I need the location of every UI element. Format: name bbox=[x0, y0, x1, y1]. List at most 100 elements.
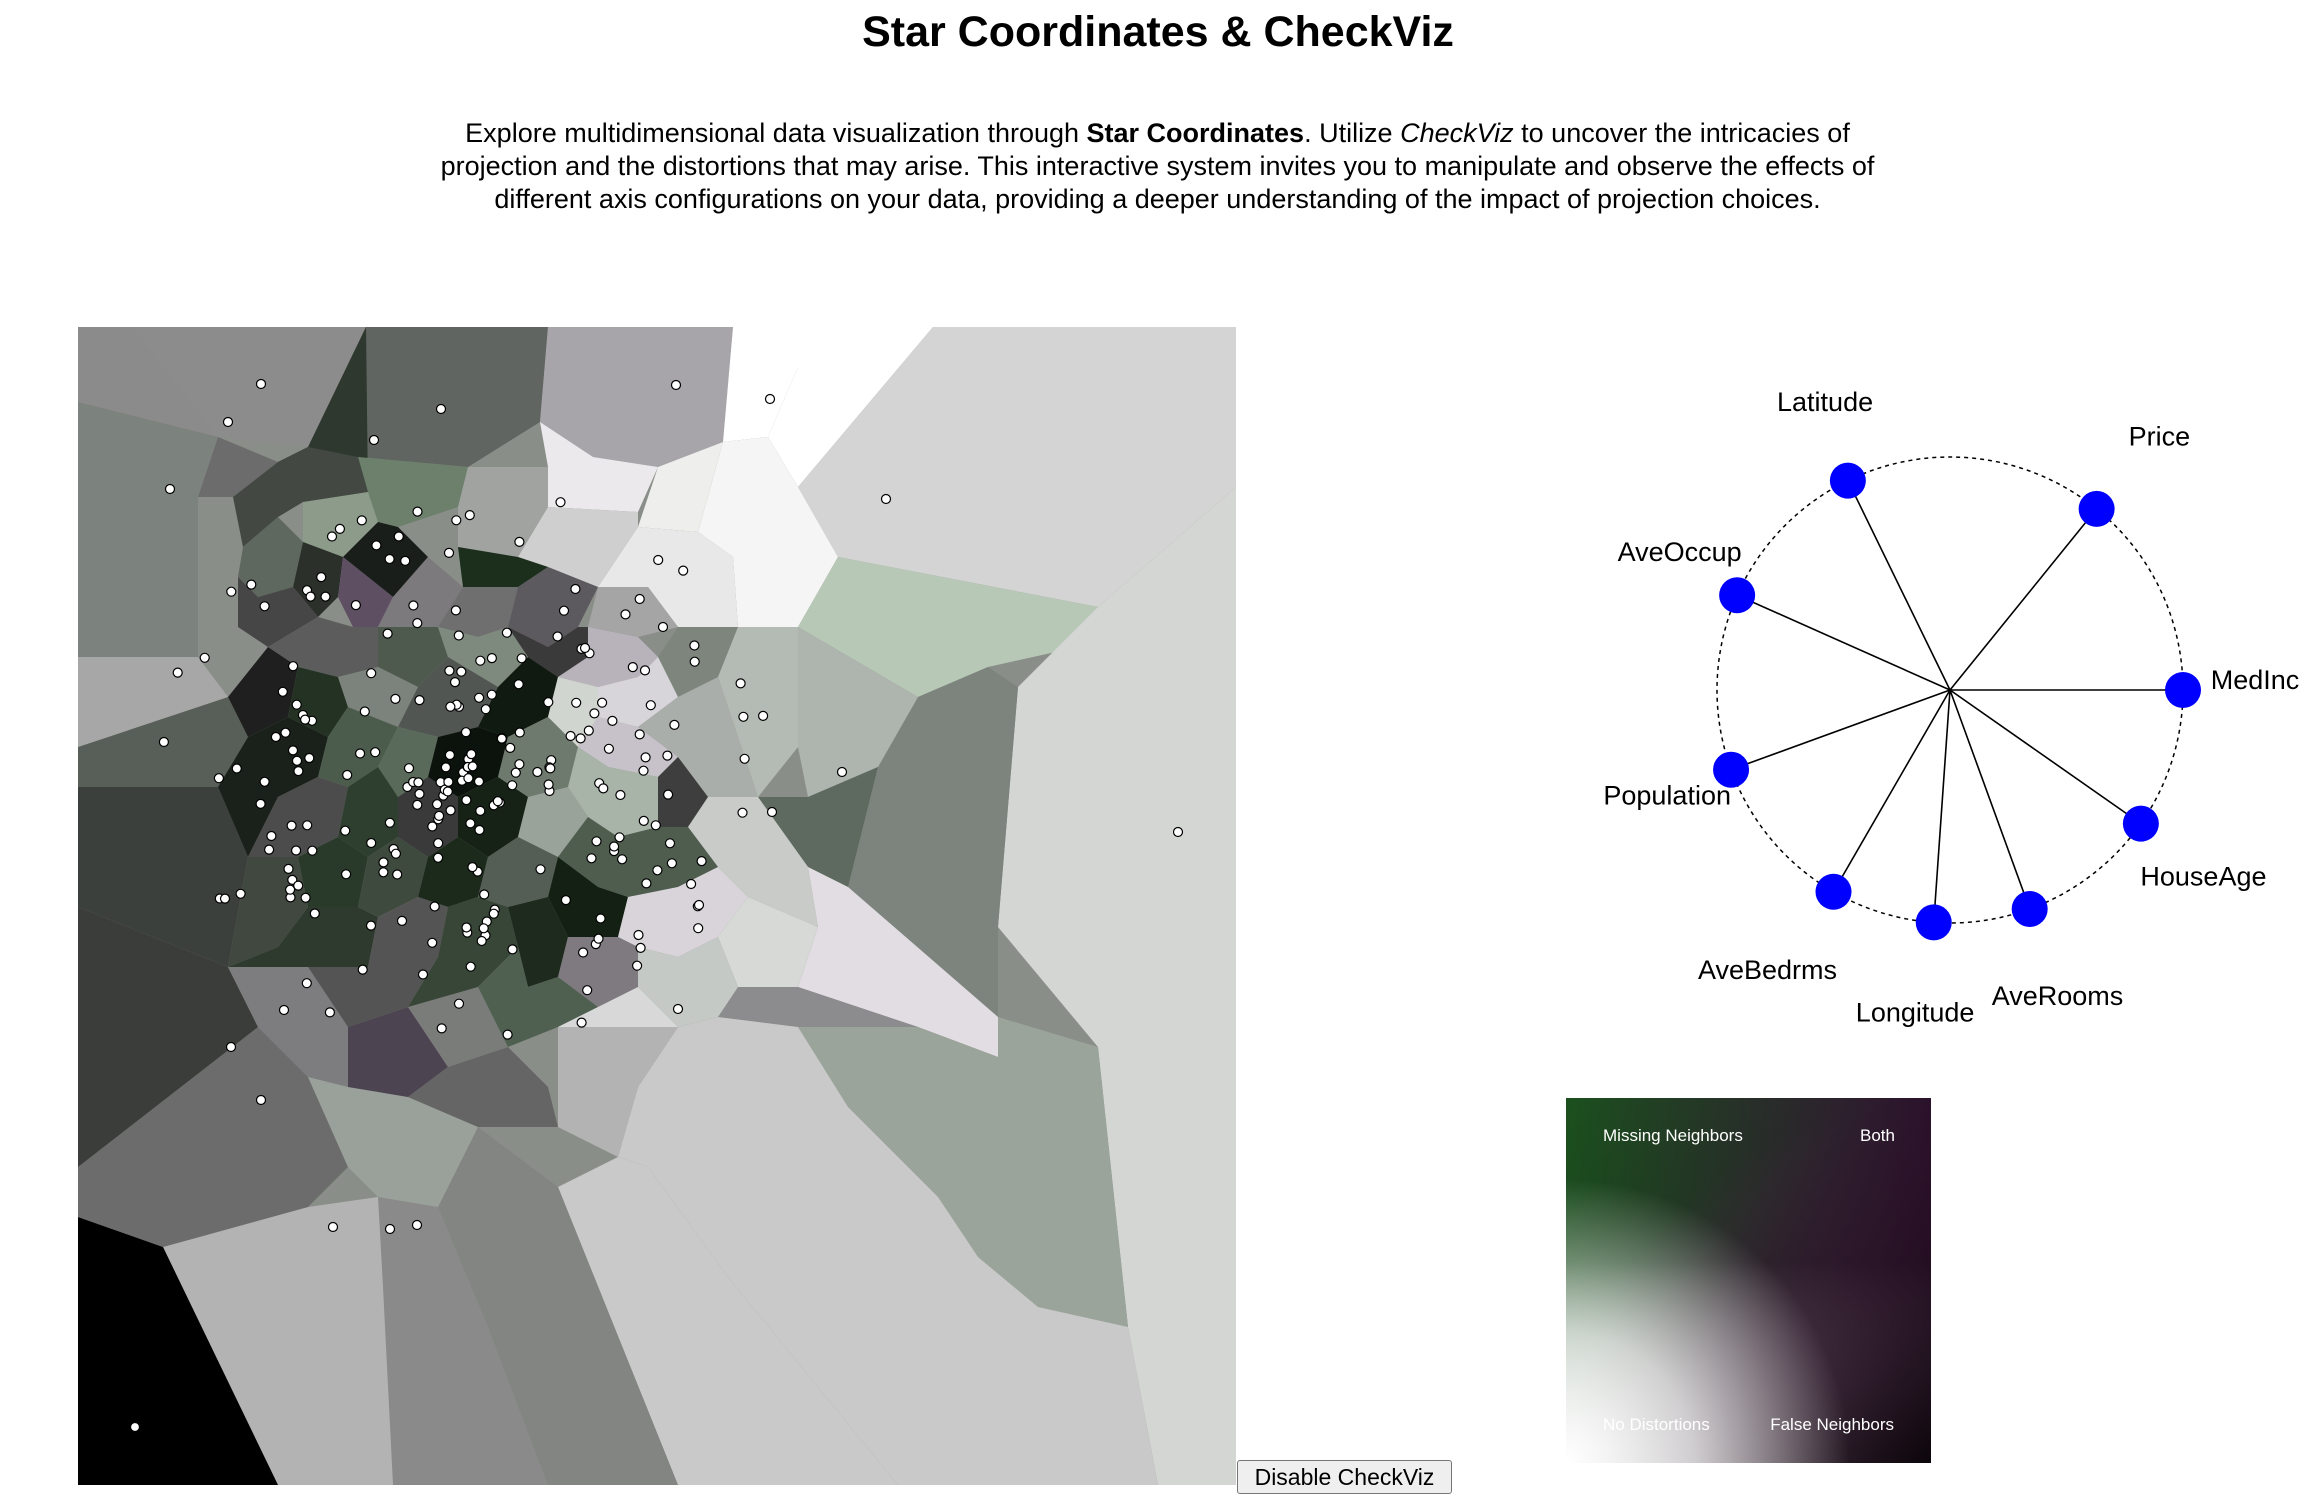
data-point bbox=[739, 753, 750, 764]
data-point bbox=[591, 836, 602, 847]
data-point bbox=[461, 922, 472, 933]
axis-label-medinc: MedInc bbox=[2211, 665, 2300, 695]
data-point bbox=[461, 795, 472, 806]
voronoi-cell bbox=[638, 442, 723, 532]
legend-label-missing-neighbors: Missing Neighbors bbox=[1603, 1126, 1743, 1145]
legend-label-no-distortions: No Distortions bbox=[1603, 1415, 1710, 1434]
data-point bbox=[356, 515, 367, 526]
data-point bbox=[633, 929, 644, 941]
data-point bbox=[443, 547, 455, 558]
data-point bbox=[473, 776, 485, 787]
data-point bbox=[445, 701, 456, 712]
star-coordinates-panel[interactable]: Latitude Price AveOccup MedInc Population Hou… bbox=[1560, 360, 2310, 1040]
voronoi-cell bbox=[228, 857, 308, 967]
data-point bbox=[365, 920, 377, 931]
axis-line-aveoccup bbox=[1736, 594, 1951, 691]
voronoi-cell bbox=[198, 437, 278, 497]
data-point bbox=[475, 805, 486, 816]
data-point bbox=[586, 853, 597, 864]
data-point bbox=[412, 799, 423, 810]
voronoi-cell bbox=[588, 587, 678, 637]
voronoi-canvas[interactable] bbox=[78, 327, 1236, 1485]
data-point bbox=[342, 769, 353, 781]
data-point bbox=[280, 727, 291, 738]
voronoi-cell bbox=[798, 557, 1098, 697]
axis-handle-price[interactable] bbox=[2078, 490, 2115, 527]
checkviz-voronoi-view[interactable] bbox=[78, 327, 1236, 1485]
data-point bbox=[467, 761, 478, 772]
data-point bbox=[576, 1017, 587, 1028]
data-point bbox=[277, 686, 288, 697]
data-point bbox=[305, 591, 316, 602]
data-point bbox=[737, 807, 748, 818]
voronoi-cell bbox=[133, 327, 366, 447]
voronoi-cell bbox=[618, 867, 748, 957]
data-point bbox=[382, 628, 393, 639]
data-point bbox=[465, 818, 476, 829]
voronoi-cell bbox=[723, 327, 798, 442]
axis-handle-population[interactable] bbox=[1713, 751, 1750, 788]
axis-handle-avebedrms[interactable] bbox=[1815, 873, 1852, 910]
data-point bbox=[432, 799, 443, 810]
data-point bbox=[366, 837, 377, 849]
voronoi-cell bbox=[540, 422, 658, 512]
data-point bbox=[460, 727, 472, 738]
data-point bbox=[412, 506, 423, 517]
data-point bbox=[465, 961, 476, 972]
data-point bbox=[453, 630, 464, 641]
voronoi-cell bbox=[798, 627, 918, 797]
data-point bbox=[620, 609, 631, 620]
voronoi-cell bbox=[478, 657, 558, 737]
axis-label-price: Price bbox=[2129, 422, 2191, 452]
axis-handle-medinc[interactable] bbox=[2165, 672, 2201, 708]
axis-label-aveoccup: AveOccup bbox=[1618, 537, 1742, 567]
data-point bbox=[411, 1219, 423, 1231]
data-point bbox=[222, 416, 234, 428]
data-point bbox=[641, 878, 652, 889]
data-point bbox=[635, 942, 646, 954]
voronoi-cell bbox=[78, 1027, 348, 1247]
axis-handles[interactable] bbox=[1713, 462, 2201, 941]
data-point bbox=[392, 869, 403, 880]
voronoi-cell bbox=[228, 647, 298, 737]
axis-line-houseage bbox=[1949, 689, 2142, 825]
voronoi-cell bbox=[558, 1157, 898, 1485]
data-point bbox=[286, 820, 297, 831]
axis-handle-houseage[interactable] bbox=[2122, 805, 2159, 842]
data-point bbox=[653, 554, 664, 566]
data-point bbox=[412, 618, 423, 629]
data-point bbox=[463, 773, 474, 784]
data-point bbox=[657, 621, 669, 633]
data-point bbox=[638, 815, 649, 826]
axis-handle-aveoccup[interactable] bbox=[1719, 577, 1756, 614]
axis-handle-latitude[interactable] bbox=[1829, 462, 1866, 499]
axis-lines bbox=[1730, 480, 2183, 923]
page-description: Explore multidimensional data visualizat… bbox=[425, 117, 1890, 216]
data-point bbox=[327, 1221, 339, 1233]
voronoi-cell bbox=[398, 657, 498, 737]
data-point bbox=[293, 766, 304, 777]
data-point bbox=[199, 652, 210, 663]
star-coordinates-canvas[interactable]: Latitude Price AveOccup MedInc Population Hou… bbox=[1560, 360, 2310, 1040]
axis-handle-longitude[interactable] bbox=[1915, 904, 1952, 941]
distortion-legend: Missing Neighbors Both No Distortions Fa… bbox=[1566, 1098, 1931, 1463]
data-point bbox=[451, 515, 462, 526]
data-point bbox=[445, 805, 456, 816]
data-point bbox=[639, 665, 651, 676]
data-point bbox=[443, 776, 454, 787]
voronoi-cell bbox=[998, 487, 1236, 1485]
voronoi-cell bbox=[718, 897, 818, 987]
disable-checkviz-button[interactable]: Disable CheckViz bbox=[1237, 1460, 1452, 1494]
voronoi-cell bbox=[228, 967, 348, 1167]
axis-label-houseage: HouseAge bbox=[2140, 862, 2266, 892]
data-point bbox=[129, 1421, 141, 1433]
data-point bbox=[689, 640, 700, 651]
data-point bbox=[579, 642, 591, 654]
data-point bbox=[266, 830, 277, 842]
data-point bbox=[545, 763, 556, 774]
voronoi-cell bbox=[378, 727, 438, 797]
data-point bbox=[583, 725, 594, 736]
legend-label-both: Both bbox=[1860, 1126, 1895, 1145]
data-point bbox=[355, 748, 366, 759]
axis-handle-averooms[interactable] bbox=[2011, 890, 2048, 927]
